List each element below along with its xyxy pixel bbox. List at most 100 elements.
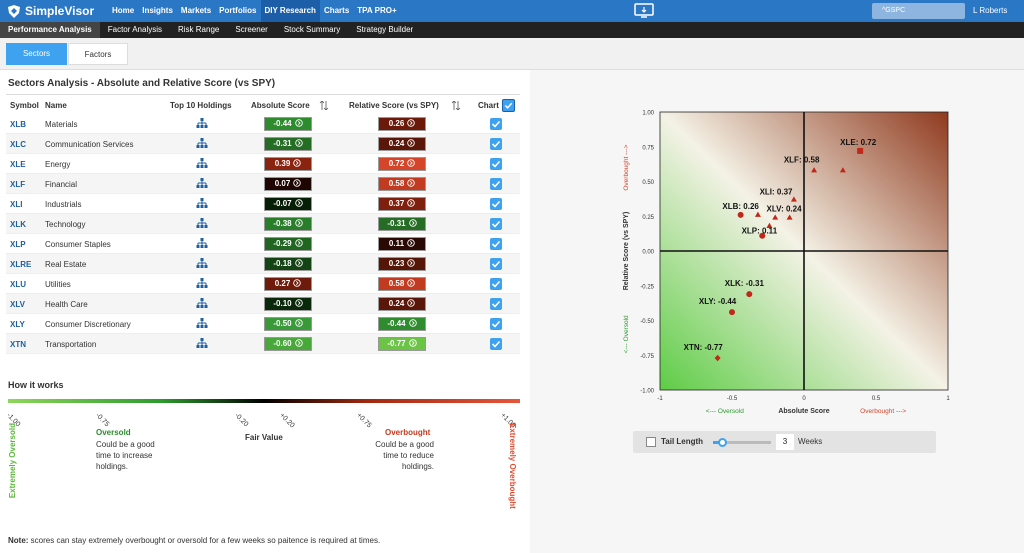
app-logo[interactable]: SimpleVisor bbox=[8, 4, 94, 18]
relative-score-badge[interactable]: 0.26 bbox=[378, 117, 426, 131]
relative-score-badge[interactable]: 0.58 bbox=[378, 177, 426, 191]
absolute-score-badge[interactable]: -0.29 bbox=[264, 237, 312, 251]
absolute-score-badge[interactable]: -0.60 bbox=[264, 337, 312, 351]
nav-item-markets[interactable]: Markets bbox=[180, 6, 212, 15]
row-symbol[interactable]: XLU bbox=[10, 280, 26, 289]
holdings-icon[interactable] bbox=[196, 198, 208, 209]
sort-icon[interactable] bbox=[319, 101, 329, 110]
chart-checkbox[interactable] bbox=[490, 318, 502, 330]
sort-icon[interactable] bbox=[451, 101, 461, 110]
col-header-relative-score[interactable]: Relative Score (vs SPY) bbox=[349, 101, 439, 110]
nav-item-charts[interactable]: Charts bbox=[323, 6, 350, 15]
chart-checkbox[interactable] bbox=[490, 158, 502, 170]
tail-length-checkbox[interactable] bbox=[646, 437, 656, 447]
arrow-circle-icon bbox=[404, 159, 416, 168]
tab-factors[interactable]: Factors bbox=[68, 43, 128, 65]
chart-checkbox[interactable] bbox=[490, 118, 502, 130]
absolute-score-badge[interactable]: 0.07 bbox=[264, 177, 312, 191]
rrg-scatter-chart[interactable]: 1.000.750.500.250.00-0.25-0.50-0.75-1.00… bbox=[600, 104, 960, 426]
row-symbol[interactable]: XLI bbox=[10, 200, 23, 209]
absolute-score-value: -0.18 bbox=[273, 259, 292, 268]
relative-score-badge[interactable]: -0.31 bbox=[378, 217, 426, 231]
relative-score-badge[interactable]: -0.77 bbox=[378, 337, 426, 351]
holdings-icon[interactable] bbox=[196, 138, 208, 149]
relative-score-badge[interactable]: 0.37 bbox=[378, 197, 426, 211]
chart-checkbox[interactable] bbox=[490, 198, 502, 210]
holdings-icon[interactable] bbox=[196, 318, 208, 329]
subnav-item-stock-summary[interactable]: Stock Summary bbox=[283, 25, 341, 34]
col-header-absolute-score[interactable]: Absolute Score bbox=[251, 101, 310, 110]
holdings-icon[interactable] bbox=[196, 118, 208, 129]
relative-score-badge[interactable]: -0.44 bbox=[378, 317, 426, 331]
chart-checkbox[interactable] bbox=[490, 258, 502, 270]
chart-checkbox[interactable] bbox=[490, 178, 502, 190]
subnav-item-strategy-builder[interactable]: Strategy Builder bbox=[356, 25, 414, 34]
point-label: XLV: 0.24 bbox=[767, 205, 803, 214]
chart-checkbox[interactable] bbox=[490, 338, 502, 350]
scale-tick: +0.75 bbox=[355, 412, 373, 430]
holdings-icon[interactable] bbox=[196, 238, 208, 249]
absolute-score-badge[interactable]: -0.07 bbox=[264, 197, 312, 211]
subnav-item-performance-analysis[interactable]: Performance Analysis bbox=[0, 22, 100, 38]
arrow-circle-icon bbox=[292, 219, 303, 228]
row-name: Communication Services bbox=[45, 140, 134, 149]
row-symbol[interactable]: XLF bbox=[10, 180, 26, 189]
check-icon bbox=[491, 200, 501, 208]
arrow-circle-icon bbox=[290, 279, 302, 288]
tv-screen-icon[interactable] bbox=[634, 3, 654, 18]
slider-knob[interactable] bbox=[717, 438, 727, 447]
absolute-score-badge[interactable]: 0.27 bbox=[264, 277, 312, 291]
nav-item-insights[interactable]: Insights bbox=[142, 6, 173, 15]
weeks-value[interactable]: 3 bbox=[776, 434, 794, 450]
absolute-score-value: -0.38 bbox=[273, 219, 292, 228]
subnav-item-factor-analysis[interactable]: Factor Analysis bbox=[107, 25, 162, 34]
holdings-icon[interactable] bbox=[196, 298, 208, 309]
absolute-score-badge[interactable]: -0.38 bbox=[264, 217, 312, 231]
absolute-score-badge[interactable]: -0.50 bbox=[264, 317, 312, 331]
tail-marker bbox=[839, 167, 846, 173]
absolute-score-badge[interactable]: -0.18 bbox=[264, 257, 312, 271]
row-symbol[interactable]: XLK bbox=[10, 220, 26, 229]
relative-score-badge[interactable]: 0.23 bbox=[378, 257, 426, 271]
relative-score-badge[interactable]: 0.72 bbox=[378, 157, 426, 171]
relative-score-badge[interactable]: 0.58 bbox=[378, 277, 426, 291]
nav-item-tpa-pro-[interactable]: TPA PRO+ bbox=[357, 6, 397, 15]
relative-score-badge[interactable]: 0.24 bbox=[378, 297, 426, 311]
holdings-icon[interactable] bbox=[196, 158, 208, 169]
absolute-score-badge[interactable]: -0.31 bbox=[264, 137, 312, 151]
y-axis-overbought-label: Overbought ---> bbox=[623, 144, 630, 190]
holdings-icon[interactable] bbox=[196, 178, 208, 189]
holdings-icon[interactable] bbox=[196, 218, 208, 229]
subnav-item-screener[interactable]: Screener bbox=[235, 25, 268, 34]
absolute-score-badge[interactable]: 0.39 bbox=[264, 157, 312, 171]
holdings-icon[interactable] bbox=[196, 278, 208, 289]
chart-checkbox[interactable] bbox=[490, 298, 502, 310]
tail-length-slider[interactable] bbox=[713, 438, 771, 447]
symbol-search-input[interactable]: ^GSPC bbox=[872, 3, 965, 19]
row-symbol[interactable]: XLB bbox=[10, 120, 26, 129]
subnav-item-risk-range[interactable]: Risk Range bbox=[178, 25, 220, 34]
tab-sectors[interactable]: Sectors bbox=[6, 43, 67, 65]
row-symbol[interactable]: XTN bbox=[10, 340, 26, 349]
user-menu[interactable]: L Roberts bbox=[973, 6, 1008, 15]
nav-item-home[interactable]: Home bbox=[112, 6, 135, 15]
absolute-score-badge[interactable]: -0.44 bbox=[264, 117, 312, 131]
holdings-icon[interactable] bbox=[196, 338, 208, 349]
row-symbol[interactable]: XLY bbox=[10, 320, 25, 329]
nav-item-diy-research[interactable]: DIY Research bbox=[260, 0, 320, 22]
row-symbol[interactable]: XLC bbox=[10, 140, 26, 149]
chart-checkbox[interactable] bbox=[490, 278, 502, 290]
absolute-score-badge[interactable]: -0.10 bbox=[264, 297, 312, 311]
row-symbol[interactable]: XLE bbox=[10, 160, 26, 169]
holdings-icon[interactable] bbox=[196, 258, 208, 269]
chart-checkbox[interactable] bbox=[490, 138, 502, 150]
row-symbol[interactable]: XLRE bbox=[10, 260, 32, 269]
select-all-checkbox[interactable] bbox=[502, 99, 515, 112]
relative-score-badge[interactable]: 0.11 bbox=[378, 237, 426, 251]
relative-score-badge[interactable]: 0.24 bbox=[378, 137, 426, 151]
row-symbol[interactable]: XLV bbox=[10, 300, 25, 309]
row-symbol[interactable]: XLP bbox=[10, 240, 26, 249]
chart-checkbox[interactable] bbox=[490, 218, 502, 230]
chart-checkbox[interactable] bbox=[490, 238, 502, 250]
nav-item-portfolios[interactable]: Portfolios bbox=[219, 6, 257, 15]
